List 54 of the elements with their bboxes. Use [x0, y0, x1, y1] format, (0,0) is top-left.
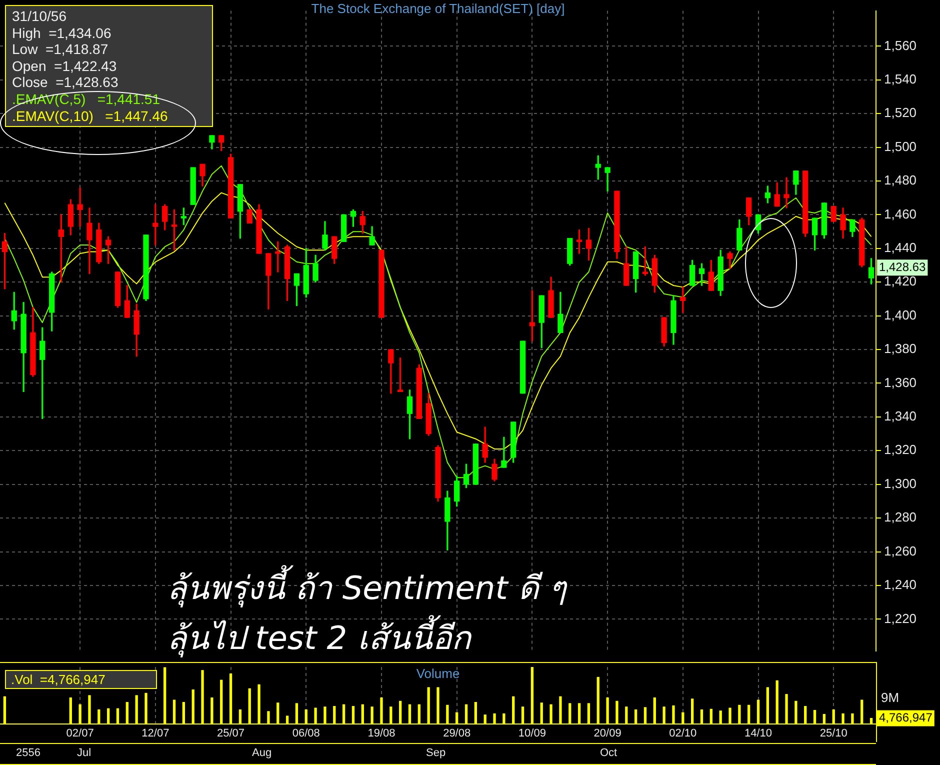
y-tick-label: 1,520 — [884, 105, 917, 120]
x-tick-label: 25/10 — [820, 728, 848, 740]
text: 2556 — [16, 747, 40, 759]
text: 4,766,947 — [879, 710, 933, 725]
candlestick — [77, 187, 83, 227]
annotation: High =1,434.06 — [12, 24, 112, 42]
x-tick-label: 06/08 — [292, 728, 320, 740]
text: 1,428.63 — [879, 260, 926, 274]
text: 9M — [881, 690, 900, 705]
y-tick-label: 1,280 — [884, 510, 917, 525]
y-tick-label: 1,400 — [884, 307, 917, 322]
candlestick — [604, 167, 610, 192]
y-tick-label: 1,560 — [884, 38, 917, 53]
y-tick-label: 1,300 — [884, 476, 917, 491]
text: Aug — [252, 747, 272, 759]
annotation: ลุ้นพรุ่งนี้ ถ้า Sentiment ดี ๆ — [167, 564, 566, 610]
y-tick-label: 1,240 — [884, 577, 917, 592]
text: Oct — [600, 747, 618, 759]
candlestick — [784, 177, 790, 208]
y-tick-label: 1,340 — [884, 408, 917, 424]
annotation: 31/10/56 — [12, 8, 68, 25]
text: Jul — [77, 747, 92, 759]
annotation: =1,447.46 — [105, 108, 168, 124]
y-tick-label: 1,360 — [884, 374, 917, 390]
x-tick-label: 10/09 — [518, 728, 546, 740]
chart-title: Volume — [416, 666, 460, 681]
x-tick-label: 25/07 — [217, 728, 245, 740]
y-tick-label: 1,220 — [884, 610, 917, 626]
y-tick-label: 1,320 — [884, 442, 917, 458]
x-tick-label: 14/10 — [744, 728, 772, 740]
text: Sep — [426, 747, 446, 759]
y-tick-label: 1,540 — [884, 71, 917, 86]
text: .EMAV(C,10) — [12, 108, 94, 124]
candlestick — [501, 436, 507, 468]
y-tick-label: 1,480 — [884, 172, 917, 188]
y-tick-label: 1,260 — [884, 543, 917, 558]
annotation: ลุ้นไป test 2 เส้นนี้อีก — [167, 614, 470, 660]
info-panel: .Vol =4,766,947 — [5, 670, 157, 689]
annotation: Close =1,428.63 — [12, 74, 120, 91]
x-tick-label: 12/07 — [142, 728, 170, 740]
y-tick-label: 1,420 — [884, 274, 917, 289]
x-tick-label: 20/09 — [594, 728, 622, 740]
chart-title: The Stock Exchange of Thailand(SET) [day] — [311, 1, 565, 16]
annotation: Low =1,418.87 — [12, 41, 110, 58]
x-tick-label: 02/07 — [66, 728, 94, 740]
y-tick-label: 1,460 — [884, 206, 917, 222]
annotation: =1,441.51 — [97, 90, 160, 107]
y-tick-label: 1,500 — [884, 138, 917, 154]
annotation: Open =1,422.43 — [12, 58, 118, 74]
x-tick-label: 02/10 — [669, 728, 697, 740]
x-tick-label: 29/08 — [443, 728, 471, 740]
y-tick-label: 1,380 — [884, 341, 917, 356]
y-tick-label: 1,440 — [884, 240, 917, 255]
x-tick-label: 19/08 — [368, 728, 396, 740]
